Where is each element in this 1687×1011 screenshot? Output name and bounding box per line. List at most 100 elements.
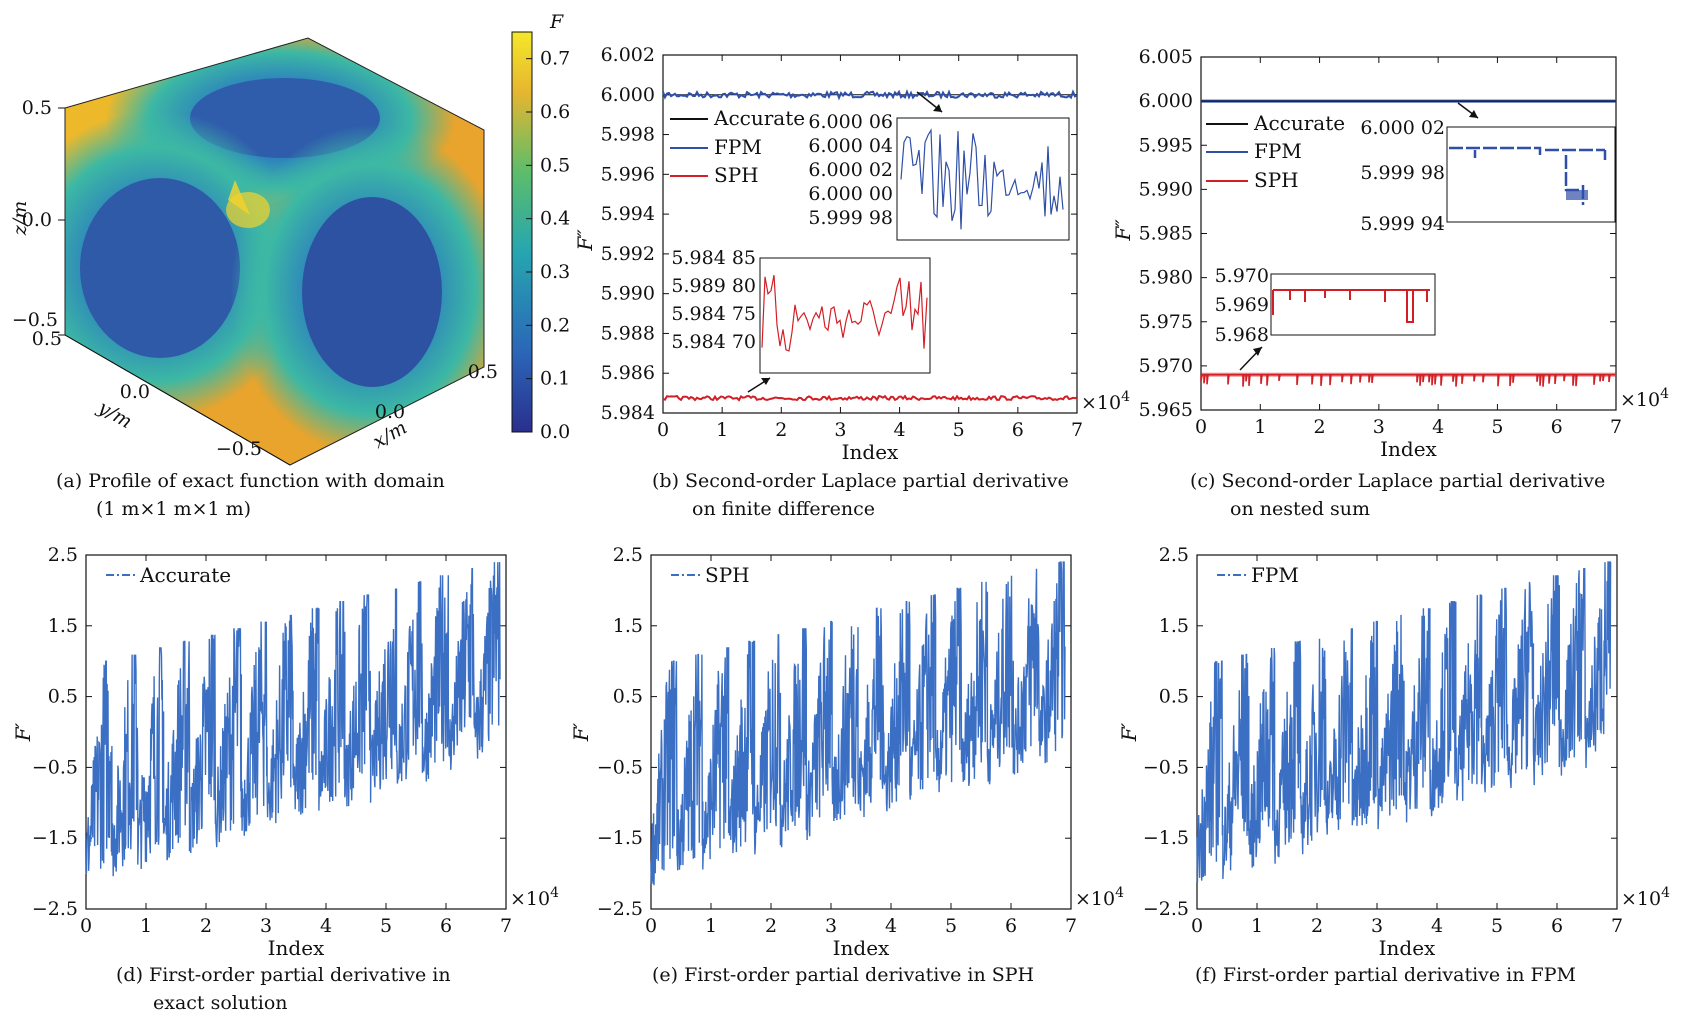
caption-b-line1: (b) Second-order Laplace partial derivat… <box>652 470 1069 492</box>
legend-label: Accurate <box>1253 111 1345 135</box>
panel-d-chart: 0 1 2 3 4 5 6 7 −2.5 −1.5 −0.5 0.5 1.5 2.5 Index ×104 F′… <box>11 544 559 1011</box>
legend-label: SPH <box>705 563 750 587</box>
caption-b-line2: on finite difference <box>692 498 875 520</box>
x-tick-label: 1 <box>716 419 728 441</box>
x-tick-label: 7 <box>1065 915 1077 937</box>
y-tick-label: −1.5 <box>1143 827 1189 849</box>
x-tick-label: 7 <box>500 915 512 937</box>
x-tick-label: 0 <box>1195 416 1207 438</box>
x-tick-label: 3 <box>1373 416 1385 438</box>
caption-a-line1: (a) Profile of exact function with domai… <box>56 470 445 492</box>
inset-fpm-tick: 5.999 94 <box>1360 213 1445 235</box>
x-tick-label: 1 <box>705 915 717 937</box>
x-tick-label: 3 <box>825 915 837 937</box>
colorbar-tick-label: 0.1 <box>540 368 570 390</box>
plot-frame <box>1196 554 1618 910</box>
a-x-tick-0: 0.5 <box>468 361 498 383</box>
colorbar-tick-label: 0.7 <box>540 48 570 70</box>
y-tick-label: −0.5 <box>32 756 78 778</box>
inset-fpm-line <box>900 128 1064 230</box>
legend-label: Accurate <box>139 563 231 587</box>
inset-sph-frame <box>1270 273 1436 336</box>
y-tick-label: −0.5 <box>1143 756 1189 778</box>
colorbar-label: F <box>549 11 564 33</box>
a-z-tick-1: 0.0 <box>22 209 52 231</box>
colorbar-tick-label: 0.6 <box>540 101 570 123</box>
x-tick-label: 6 <box>440 915 452 937</box>
a-y-tick-2: −0.5 <box>216 438 262 460</box>
y-tick-label: −2.5 <box>32 898 78 920</box>
caption-line2: exact solution <box>153 992 288 1011</box>
x-tick-label: 4 <box>320 915 332 937</box>
x-tick-label: 2 <box>765 915 777 937</box>
inset-sph-tick: 5.969 <box>1215 294 1269 316</box>
y-tick-label: 5.994 <box>601 203 655 225</box>
x-tick-label: 7 <box>1611 915 1623 937</box>
inset-sph-tick: 5.989 80 <box>671 275 756 297</box>
x-tick-label: 3 <box>1371 915 1383 937</box>
y-tick-label: 5.998 <box>601 124 655 146</box>
y-tick-label: 1.5 <box>48 615 78 637</box>
y-tick-label: 5.995 <box>1139 134 1193 156</box>
a-z-tick-0: 0.5 <box>22 97 52 119</box>
y-tick-label: 5.990 <box>601 283 655 305</box>
x-tick-label: 5 <box>380 915 392 937</box>
plot-frame <box>85 554 507 910</box>
caption-line1: (e) First-order partial derivative in SP… <box>652 964 1034 986</box>
inset-fpm-dip <box>1566 190 1588 200</box>
y-tick-label: 0.5 <box>48 686 78 708</box>
caption-line1: (f) First-order partial derivative in FP… <box>1195 964 1576 986</box>
colorbar <box>511 31 533 433</box>
y-tick-label: 0.5 <box>613 686 643 708</box>
legend-label: FPM <box>714 135 762 159</box>
colorbar-tick-label: 0.2 <box>540 314 570 336</box>
x-tick-label: 2 <box>1311 915 1323 937</box>
x-tick-label: 0 <box>1191 915 1203 937</box>
x-tick-label: 7 <box>1071 419 1083 441</box>
series-accurate-line <box>85 562 501 877</box>
y-tick-label: 6.000 <box>1139 90 1193 112</box>
x-axis-label: Index <box>1380 437 1437 461</box>
y-tick-label: −1.5 <box>32 827 78 849</box>
inset-fpm-tick: 5.999 98 <box>1360 162 1445 184</box>
x-tick-label: 2 <box>200 915 212 937</box>
x-tick-label: 3 <box>834 419 846 441</box>
y-tick-label: 2.5 <box>48 544 78 566</box>
y-axis-label: F′ <box>11 722 35 742</box>
x-tick-label: 6 <box>1551 416 1563 438</box>
y-tick-label: −0.5 <box>597 756 643 778</box>
y-tick-label: 0.5 <box>1159 686 1189 708</box>
x-tick-label: 6 <box>1551 915 1563 937</box>
inset-sph-arrowhead <box>1253 347 1262 356</box>
legend-label: SPH <box>714 163 759 187</box>
y-tick-label: 1.5 <box>613 615 643 637</box>
x-tick-label: 1 <box>1254 416 1266 438</box>
inset-sph-tick: 5.984 85 <box>671 247 756 269</box>
y-axis-label: F′ <box>1117 722 1141 742</box>
y-tick-label: 5.970 <box>1139 355 1193 377</box>
legend-label: SPH <box>1254 168 1299 192</box>
x-multiplier: ×104 <box>1621 885 1670 910</box>
y-tick-label: 5.985 <box>1139 223 1193 245</box>
series-sph-line <box>662 394 1078 402</box>
inset-fpm-arrowhead <box>933 104 942 112</box>
inset-sph-tick: 5.970 <box>1215 265 1269 287</box>
legend-label: FPM <box>1254 139 1302 163</box>
y-tick-label: 6.005 <box>1139 46 1193 68</box>
y-tick-label: 6.002 <box>601 44 655 66</box>
y-tick-label: 5.984 <box>601 402 655 424</box>
x-multiplier: ×104 <box>1081 389 1130 414</box>
x-tick-label: 7 <box>1610 416 1622 438</box>
inset-sph-line <box>761 274 928 352</box>
x-tick-label: 0 <box>80 915 92 937</box>
inset-sph-tick: 5.968 <box>1215 324 1269 346</box>
caption-c-line2: on nested sum <box>1230 498 1370 520</box>
series-fpm-line <box>662 89 1078 101</box>
colorbar-tick-label: 0.3 <box>540 261 570 283</box>
panel-f-chart: 0 1 2 3 4 5 6 7 −2.5 −1.5 −0.5 0.5 1.5 2.5 Index ×104 F′… <box>1117 544 1670 986</box>
inset-sph-line <box>1272 289 1430 323</box>
x-tick-label: 5 <box>945 915 957 937</box>
y-tick-label: 5.965 <box>1139 399 1193 421</box>
inset-sph-frame <box>759 257 931 374</box>
y-tick-label: 5.988 <box>601 322 655 344</box>
